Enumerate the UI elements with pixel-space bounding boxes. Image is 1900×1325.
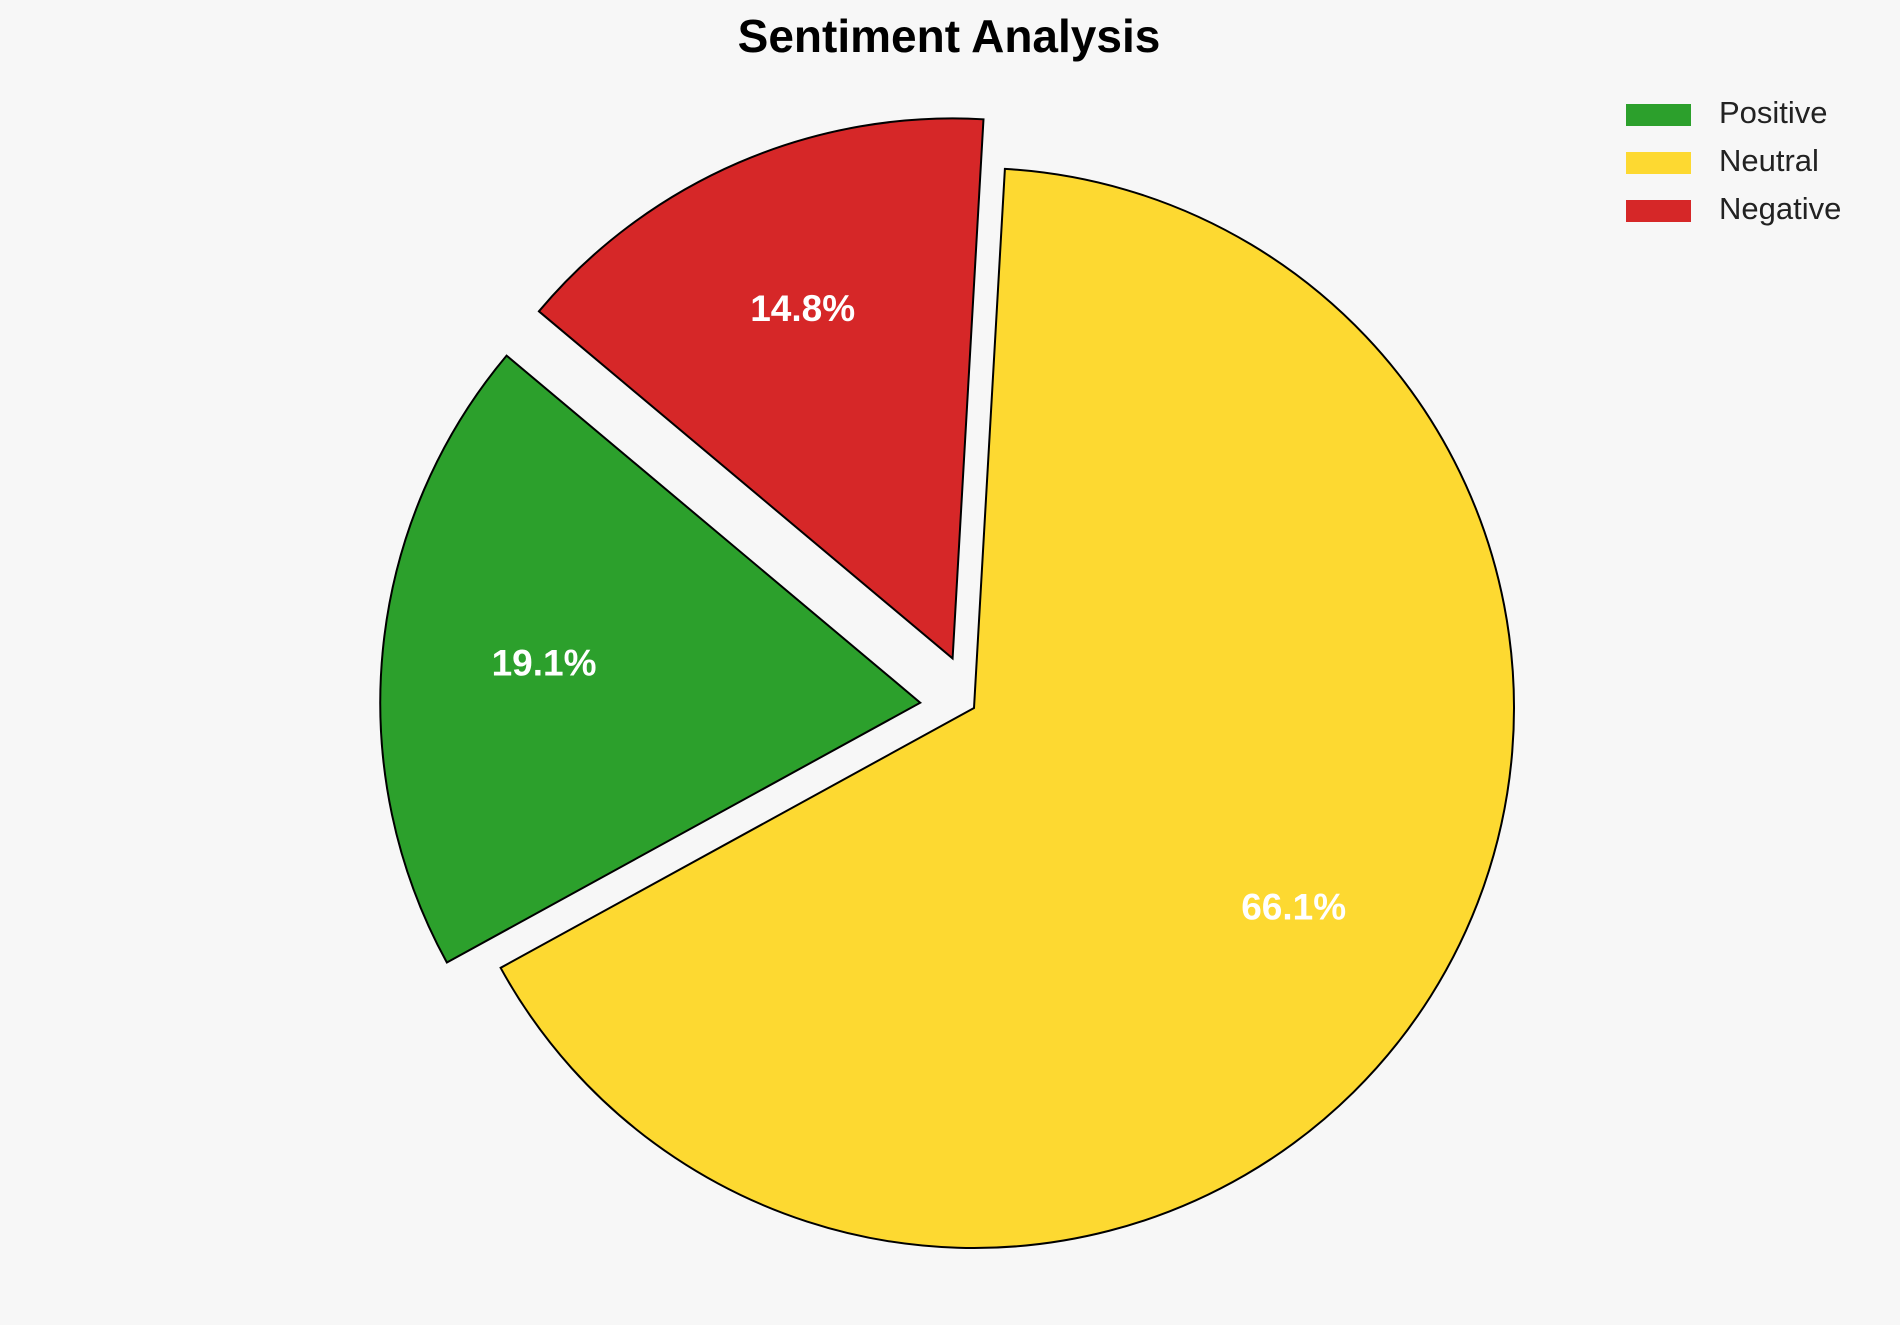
- pie-slice: [537, 117, 985, 661]
- legend-swatch: [1626, 200, 1691, 222]
- slice-label: 19.1%: [492, 642, 597, 683]
- pie-slice: [499, 167, 1515, 1249]
- chart-title: Sentiment Analysis: [738, 10, 1161, 62]
- slice-label: 14.8%: [750, 288, 855, 329]
- pie-slice: [379, 354, 923, 964]
- legend-label: Negative: [1719, 191, 1841, 226]
- legend-swatch: [1626, 152, 1691, 174]
- legend-label: Positive: [1719, 95, 1828, 130]
- slice-label: 66.1%: [1241, 887, 1346, 928]
- legend-label: Neutral: [1719, 143, 1819, 178]
- legend-swatch: [1626, 104, 1691, 126]
